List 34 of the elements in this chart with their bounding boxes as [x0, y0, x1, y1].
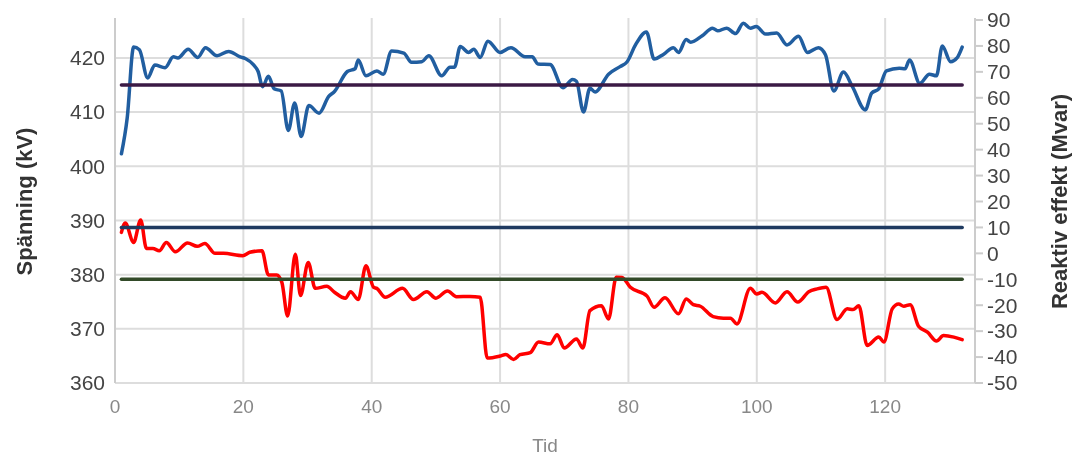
- y2-axis-title: Reaktiv effekt (Mvar): [1047, 93, 1072, 310]
- y2-tick-label: 90: [987, 8, 1011, 32]
- y2-tick-label: 50: [987, 112, 1011, 136]
- y2-tick-label: -20: [987, 293, 1018, 317]
- y2-tick-label: 40: [987, 137, 1011, 161]
- y2-tick-label: 10: [987, 215, 1011, 239]
- y2-tick-label: 60: [987, 86, 1011, 110]
- x-tick-label: 20: [232, 396, 254, 417]
- line-series: [119, 21, 964, 156]
- y2-tick-label: 0: [987, 241, 999, 265]
- y2-tick-label: 30: [987, 163, 1011, 187]
- y2-tick-label: -10: [987, 267, 1018, 291]
- y2-tick-label: 20: [987, 189, 1011, 213]
- y2-tick-label: 80: [987, 34, 1011, 58]
- y2-tick-label: 70: [987, 60, 1011, 84]
- y-tick-label: 360: [69, 371, 105, 395]
- x-tick-label: 60: [489, 396, 511, 417]
- y2-tick-label: -50: [987, 371, 1018, 395]
- line-series: [119, 218, 964, 362]
- y-tick-label: 420: [69, 46, 105, 70]
- y-axis-title: Spänning (kV): [12, 127, 37, 276]
- x-tick-label: 80: [617, 396, 639, 417]
- y-tick-label: 370: [69, 317, 105, 341]
- x-tick-label: 40: [361, 396, 383, 417]
- x-tick-label: 0: [109, 396, 121, 417]
- x-tick-label: 120: [869, 396, 901, 417]
- y2-tick-label: -30: [987, 319, 1018, 343]
- x-tick-label: 100: [740, 396, 773, 417]
- y-tick-label: 410: [69, 100, 105, 124]
- y2-tick-label: -40: [987, 345, 1018, 369]
- y-tick-label: 390: [69, 208, 105, 232]
- x-axis-title: Tid: [532, 435, 558, 456]
- y-tick-label: 380: [69, 262, 105, 286]
- y-tick-label: 400: [69, 154, 105, 178]
